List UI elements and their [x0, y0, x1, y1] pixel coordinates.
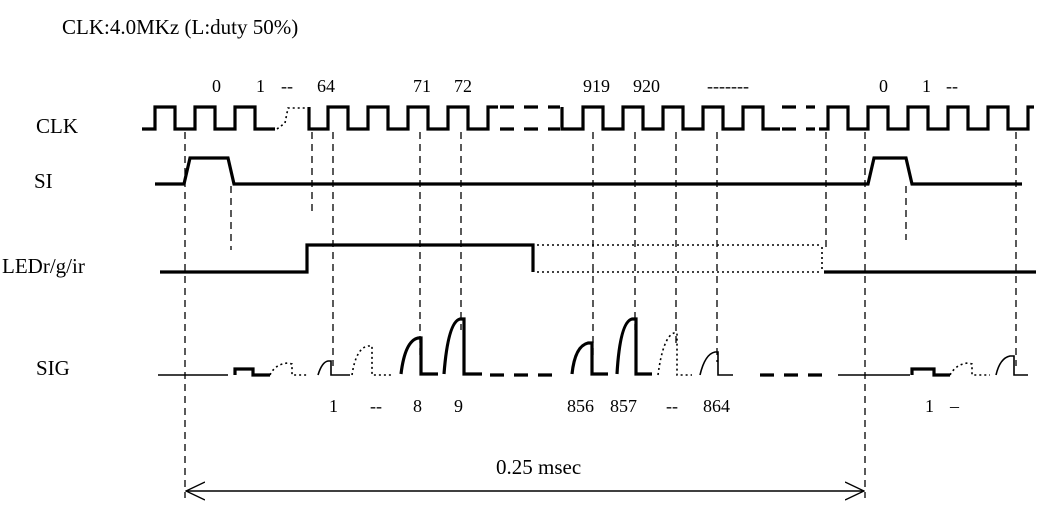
- clock-count-0-repeat: 0: [879, 76, 888, 96]
- pixel-count-dash: --: [370, 396, 382, 416]
- pixel-count-9: 9: [454, 396, 463, 416]
- si-label: SI: [34, 169, 53, 193]
- clock-count-1: 1: [256, 76, 265, 96]
- clock-count-1-repeat: 1: [922, 76, 931, 96]
- clock-count-920: 920: [633, 76, 660, 96]
- clock-count-dots: -------: [707, 76, 749, 96]
- clock-count-64: 64: [317, 76, 335, 96]
- pixel-count-1-repeat: 1: [925, 396, 934, 416]
- period-label: 0.25 msec: [496, 455, 581, 479]
- clock-count-dash: --: [281, 76, 293, 96]
- clock-count-919: 919: [583, 76, 610, 96]
- pixel-count-1: 1: [329, 396, 338, 416]
- clock-count-72: 72: [454, 76, 472, 96]
- pixel-count-864: 864: [703, 396, 730, 416]
- pixel-count-857: 857: [610, 396, 637, 416]
- clock-spec-title: CLK:4.0MKz (L:duty 50%): [62, 15, 298, 39]
- clock-count-71: 71: [413, 76, 431, 96]
- led-waveform: [160, 243, 1036, 274]
- led-label: LEDr/g/ir: [2, 254, 85, 278]
- clock-count-0: 0: [212, 76, 221, 96]
- clk-label: CLK: [36, 114, 78, 138]
- pixel-count-8: 8: [413, 396, 422, 416]
- si-waveform: [155, 156, 1022, 186]
- pixel-count-856: 856: [567, 396, 594, 416]
- pixel-count-dash-2: --: [666, 396, 678, 416]
- sig-label: SIG: [36, 356, 70, 380]
- pixel-count-dash-repeat: –: [949, 396, 960, 416]
- timing-guides: [184, 132, 1017, 498]
- clk-waveform: [142, 105, 1034, 131]
- clock-count-dash-repeat: --: [946, 76, 958, 96]
